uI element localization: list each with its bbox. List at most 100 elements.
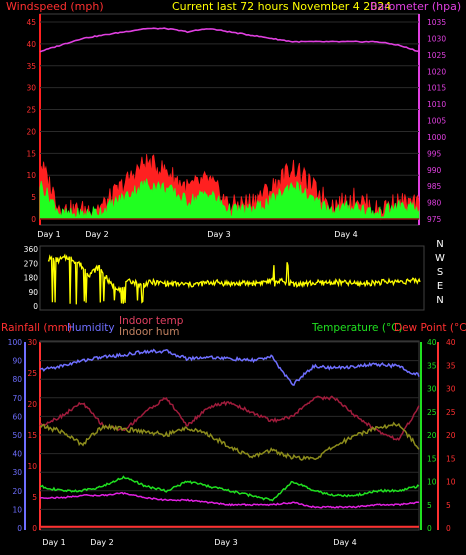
- direction-tick-label: 90: [28, 288, 38, 297]
- x-tick-label: Day 1: [42, 538, 65, 547]
- wind-tick-label: 5: [31, 193, 36, 202]
- humidity-tick-label: 80: [12, 375, 22, 384]
- wind-plot-frame: [39, 13, 420, 226]
- humidity-tick-label: 10: [12, 505, 22, 514]
- rainfall-tick-label: 0: [32, 524, 37, 533]
- dewpoint-tick-label: 10: [446, 478, 456, 487]
- x-tick-label: Day 4: [333, 538, 356, 547]
- dewpoint-tick-label: 25: [446, 408, 456, 417]
- x-tick-label: Day 3: [207, 230, 230, 239]
- direction-series: [47, 253, 421, 305]
- wind-tick-label: 20: [26, 127, 36, 136]
- wind-gridlines: [40, 21, 419, 220]
- humidity-tick-label: 50: [12, 431, 22, 440]
- temperature-tick-label: 35: [427, 361, 437, 370]
- x-tick-label: Day 4: [334, 230, 357, 239]
- temperature-tick-label: 10: [427, 478, 437, 487]
- dewpoint-tick-label: 40: [446, 338, 456, 347]
- climate-y-ticks: 0102030405060708090100051015202530051015…: [8, 338, 456, 533]
- dewpoint-tick-label: 5: [446, 501, 451, 510]
- series-humidity: [39, 348, 420, 386]
- barometer-tick-label: 985: [427, 182, 442, 191]
- series-indoor_hum: [39, 421, 420, 461]
- compass-label: S: [437, 267, 443, 278]
- barometer-tick-label: 1010: [427, 100, 446, 109]
- temperature-tick-label: 30: [427, 385, 437, 394]
- dewpoint-tick-label: 0: [446, 524, 451, 533]
- rainfall-axis-title: Rainfall (mm): [1, 322, 72, 334]
- humidity-axis-title: Humidity: [67, 322, 115, 334]
- dewpoint-tick-label: 35: [446, 361, 456, 370]
- direction-plot-frame: [39, 245, 425, 311]
- rainfall-tick-label: 10: [27, 462, 37, 471]
- temperature-axis-title: Temperature (°C): [311, 322, 403, 334]
- rainfall-tick-label: 15: [27, 431, 37, 440]
- indoor-hum-title: Indoor hum: [119, 326, 179, 338]
- temperature-tick-label: 0: [427, 524, 432, 533]
- series-barometer: [39, 27, 420, 53]
- temperature-tick-label: 40: [427, 338, 437, 347]
- direction-tick-label: 360: [24, 245, 39, 254]
- barometer-tick-label: 975: [427, 215, 442, 224]
- x-tick-label: Day 2: [90, 538, 113, 547]
- wind-tick-label: 40: [26, 40, 36, 49]
- climate-series: [39, 348, 420, 528]
- compass-label: W: [435, 253, 445, 264]
- dewpoint-axis-title: Dew Point (°C): [394, 322, 466, 334]
- barometer-axis-title: Barometer (hpa): [370, 0, 461, 13]
- humidity-tick-label: 70: [12, 394, 22, 403]
- compass-label: N: [436, 239, 443, 250]
- barometer-tick-label: 995: [427, 149, 442, 158]
- rainfall-tick-label: 30: [27, 338, 37, 347]
- temperature-tick-label: 15: [427, 454, 437, 463]
- series-dew_point: [39, 491, 419, 509]
- rainfall-tick-label: 25: [27, 369, 37, 378]
- compass-label: E: [437, 281, 443, 292]
- humidity-tick-label: 90: [12, 357, 22, 366]
- barometer-tick-label: 1025: [427, 51, 446, 60]
- barometer-tick-label: 1000: [427, 133, 446, 142]
- wind-tick-label: 0: [31, 215, 36, 224]
- direction-y-ticks: 0 90 180 270 360: [24, 245, 39, 311]
- x-tick-label: Day 2: [85, 230, 108, 239]
- temperature-tick-label: 5: [427, 501, 432, 510]
- barometer-tick-label: 1005: [427, 117, 446, 126]
- dewpoint-tick-label: 15: [446, 454, 456, 463]
- wind-y-ticks: 0 5 10 15 20 25 30 35 40 45: [26, 18, 36, 224]
- direction-tick-label: 0: [33, 302, 38, 311]
- series-wind_avg: [39, 178, 420, 221]
- wind-tick-label: 25: [26, 106, 36, 115]
- humidity-tick-label: 100: [8, 338, 23, 347]
- dewpoint-tick-label: 20: [446, 431, 456, 440]
- temperature-tick-label: 20: [427, 431, 437, 440]
- climate-x-ticks: Day 1 Day 2 Day 3 Day 4: [42, 538, 356, 547]
- windspeed-axis-title: Windspeed (mph): [6, 0, 104, 13]
- barometer-tick-label: 1020: [427, 67, 446, 76]
- humidity-tick-label: 40: [12, 450, 22, 459]
- temperature-tick-label: 25: [427, 408, 437, 417]
- direction-tick-label: 270: [24, 259, 39, 268]
- x-tick-label: Day 1: [37, 230, 60, 239]
- wind-tick-label: 15: [26, 149, 36, 158]
- humidity-tick-label: 60: [12, 412, 22, 421]
- barometer-tick-label: 1035: [427, 18, 446, 27]
- humidity-tick-label: 0: [17, 524, 22, 533]
- wind-tick-label: 45: [26, 18, 36, 27]
- wind-tick-label: 10: [26, 171, 36, 180]
- wind-tick-label: 35: [26, 62, 36, 71]
- compass-label: N: [436, 295, 443, 306]
- barometer-tick-label: 990: [427, 166, 442, 175]
- humidity-tick-label: 30: [12, 468, 22, 477]
- barometer-tick-label: 980: [427, 199, 442, 208]
- rainfall-tick-label: 20: [27, 400, 37, 409]
- barometer-tick-label: 1030: [427, 34, 446, 43]
- direction-tick-label: 180: [24, 274, 39, 283]
- rainfall-tick-label: 5: [32, 493, 37, 502]
- dewpoint-tick-label: 30: [446, 385, 456, 394]
- x-tick-label: Day 3: [214, 538, 237, 547]
- chart-title: Current last 72 hours November 4 2024: [172, 0, 391, 13]
- series-direction: [47, 253, 421, 305]
- series-temperature: [39, 475, 420, 502]
